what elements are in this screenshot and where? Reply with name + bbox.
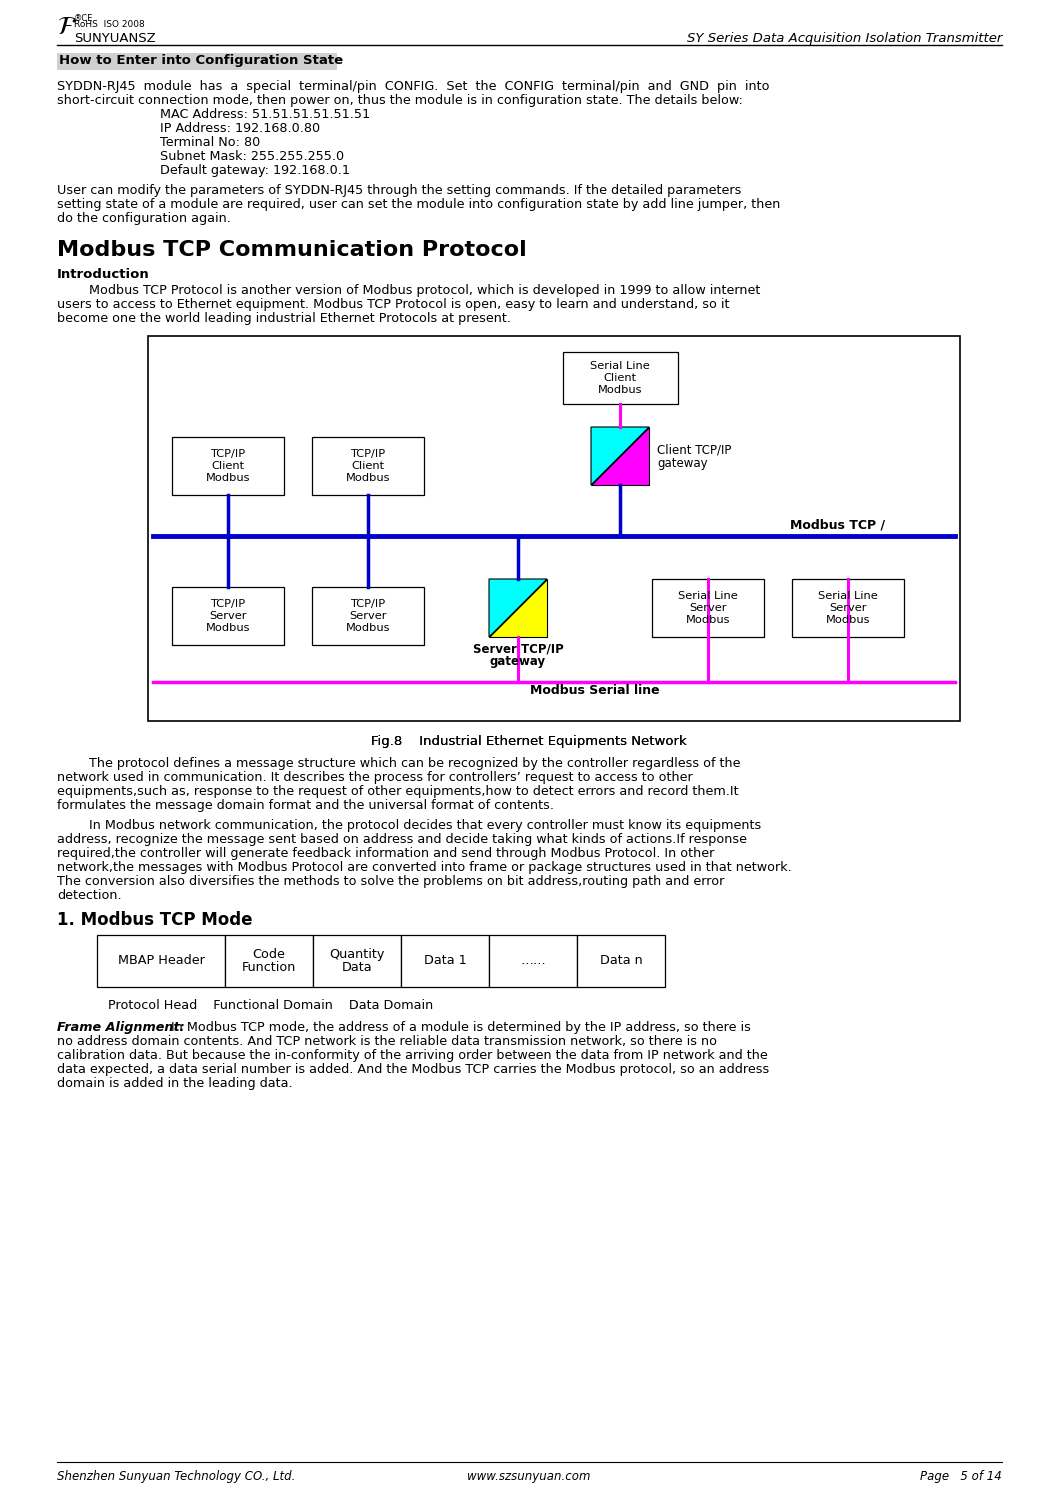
- Text: Client: Client: [212, 461, 245, 470]
- Text: The protocol defines a message structure which can be recognized by the controll: The protocol defines a message structure…: [57, 756, 740, 770]
- Text: MAC Address: 51.51.51.51.51.51: MAC Address: 51.51.51.51.51.51: [160, 108, 371, 121]
- Text: Introduction: Introduction: [57, 268, 149, 282]
- Text: formulates the message domain format and the universal format of contents.: formulates the message domain format and…: [57, 798, 554, 812]
- Text: SY Series Data Acquisition Isolation Transmitter: SY Series Data Acquisition Isolation Tra…: [686, 31, 1002, 45]
- Text: Server TCP/IP: Server TCP/IP: [472, 643, 563, 656]
- Text: In Modbus network communication, the protocol decides that every controller must: In Modbus network communication, the pro…: [57, 819, 761, 831]
- FancyBboxPatch shape: [148, 336, 961, 721]
- Text: Modbus: Modbus: [345, 473, 391, 482]
- Text: Modbus: Modbus: [686, 616, 731, 625]
- Text: Modbus: Modbus: [826, 616, 870, 625]
- Text: TCP/IP: TCP/IP: [211, 599, 246, 610]
- Text: How to Enter into Configuration State: How to Enter into Configuration State: [59, 54, 343, 67]
- Text: do the configuration again.: do the configuration again.: [57, 213, 231, 225]
- Text: address, recognize the message sent based on address and decide taking what kind: address, recognize the message sent base…: [57, 833, 747, 846]
- Text: Modbus Serial line: Modbus Serial line: [530, 685, 660, 697]
- FancyBboxPatch shape: [792, 580, 904, 637]
- Text: Page   5 of 14: Page 5 of 14: [920, 1470, 1002, 1483]
- Text: Modbus TCP Protocol is another version of Modbus protocol, which is developed in: Modbus TCP Protocol is another version o…: [57, 285, 760, 297]
- Text: Code: Code: [252, 948, 286, 962]
- Text: calibration data. But because the in-conformity of the arriving order between th: calibration data. But because the in-con…: [57, 1049, 768, 1062]
- Text: setting state of a module are required, user can set the module into configurati: setting state of a module are required, …: [57, 198, 780, 211]
- Text: MBAP Header: MBAP Header: [118, 954, 204, 968]
- Text: Modbus: Modbus: [597, 385, 642, 395]
- Polygon shape: [489, 580, 548, 637]
- Polygon shape: [591, 427, 649, 485]
- Text: Client TCP/IP: Client TCP/IP: [657, 443, 732, 457]
- FancyBboxPatch shape: [401, 935, 489, 987]
- Text: The conversion also diversifies the methods to solve the problems on bit address: The conversion also diversifies the meth…: [57, 875, 724, 888]
- Text: network used in communication. It describes the process for controllers’ request: network used in communication. It descri…: [57, 771, 693, 783]
- Text: Server: Server: [210, 611, 247, 622]
- Text: no address domain contents. And TCP network is the reliable data transmission ne: no address domain contents. And TCP netw…: [57, 1035, 717, 1049]
- Polygon shape: [591, 427, 649, 485]
- Text: users to access to Ethernet equipment. Modbus TCP Protocol is open, easy to lear: users to access to Ethernet equipment. M…: [57, 298, 730, 312]
- Text: SYDDN-RJ45  module  has  a  special  terminal/pin  CONFIG.  Set  the  CONFIG  te: SYDDN-RJ45 module has a special terminal…: [57, 79, 770, 93]
- Text: Client: Client: [352, 461, 384, 470]
- Text: IP Address: 192.168.0.80: IP Address: 192.168.0.80: [160, 121, 320, 135]
- Text: required,the controller will generate feedback information and send through Modb: required,the controller will generate fe…: [57, 846, 715, 860]
- Text: Server: Server: [829, 604, 866, 613]
- Text: Server: Server: [689, 604, 726, 613]
- Text: User can modify the parameters of SYDDN-RJ45 through the setting commands. If th: User can modify the parameters of SYDDN-…: [57, 184, 741, 198]
- Text: Modbus: Modbus: [205, 623, 250, 634]
- Text: Serial Line: Serial Line: [590, 361, 650, 372]
- Text: Quantity: Quantity: [329, 948, 384, 962]
- Text: Shenzhen Sunyuan Technology CO., Ltd.: Shenzhen Sunyuan Technology CO., Ltd.: [57, 1470, 295, 1483]
- Text: RoHS  ISO 2008: RoHS ISO 2008: [74, 19, 145, 28]
- Text: TCP/IP: TCP/IP: [351, 449, 385, 458]
- Text: Fig.8    Industrial Ethernet Equipments Network: Fig.8 Industrial Ethernet Equipments Net…: [371, 736, 687, 748]
- Text: www.szsunyuan.com: www.szsunyuan.com: [467, 1470, 591, 1483]
- FancyBboxPatch shape: [577, 935, 665, 987]
- Text: Serial Line: Serial Line: [678, 592, 738, 601]
- Text: Modbus: Modbus: [205, 473, 250, 482]
- FancyBboxPatch shape: [312, 587, 424, 646]
- FancyBboxPatch shape: [562, 352, 678, 404]
- FancyBboxPatch shape: [57, 52, 337, 70]
- Text: Subnet Mask: 255.255.255.0: Subnet Mask: 255.255.255.0: [160, 150, 344, 163]
- Text: detection.: detection.: [57, 888, 122, 902]
- Text: Frame Alignment:: Frame Alignment:: [57, 1022, 184, 1034]
- Text: Modbus TCP /: Modbus TCP /: [790, 518, 885, 532]
- FancyBboxPatch shape: [225, 935, 313, 987]
- Text: domain is added in the leading data.: domain is added in the leading data.: [57, 1077, 292, 1091]
- FancyBboxPatch shape: [172, 437, 284, 494]
- Text: network,the messages with Modbus Protocol are converted into frame or package st: network,the messages with Modbus Protoco…: [57, 861, 792, 873]
- Text: TCP/IP: TCP/IP: [351, 599, 385, 610]
- Text: gateway: gateway: [657, 457, 707, 470]
- Text: gateway: gateway: [490, 655, 546, 668]
- Text: short-circuit connection mode, then power on, thus the module is in configuratio: short-circuit connection mode, then powe…: [57, 94, 742, 106]
- Text: SUNYUANSZ: SUNYUANSZ: [74, 31, 156, 45]
- Text: equipments,such as, response to the request of other equipments,how to detect er: equipments,such as, response to the requ…: [57, 785, 738, 798]
- Text: Terminal No: 80: Terminal No: 80: [160, 136, 261, 148]
- Text: 1. Modbus TCP Mode: 1. Modbus TCP Mode: [57, 911, 252, 929]
- Polygon shape: [489, 580, 548, 637]
- FancyBboxPatch shape: [172, 587, 284, 646]
- FancyBboxPatch shape: [313, 935, 401, 987]
- Text: become one the world leading industrial Ethernet Protocols at present.: become one the world leading industrial …: [57, 312, 511, 325]
- FancyBboxPatch shape: [489, 935, 577, 987]
- Text: Server: Server: [349, 611, 387, 622]
- Text: Modbus: Modbus: [345, 623, 391, 634]
- Text: Data 1: Data 1: [424, 954, 466, 968]
- Text: Serial Line: Serial Line: [819, 592, 878, 601]
- FancyBboxPatch shape: [97, 935, 225, 987]
- Text: Data n: Data n: [599, 954, 643, 968]
- Text: Fig.8    Industrial Ethernet Equipments Network: Fig.8 Industrial Ethernet Equipments Net…: [371, 736, 687, 748]
- FancyBboxPatch shape: [312, 437, 424, 494]
- Text: Protocol Head    Functional Domain    Data Domain: Protocol Head Functional Domain Data Dom…: [108, 999, 433, 1013]
- Text: ……: ……: [520, 954, 545, 968]
- Text: ®CE: ®CE: [74, 13, 93, 22]
- Text: Modbus TCP Communication Protocol: Modbus TCP Communication Protocol: [57, 240, 526, 261]
- Text: In Modbus TCP mode, the address of a module is determined by the IP address, so : In Modbus TCP mode, the address of a mod…: [167, 1022, 751, 1034]
- Text: Client: Client: [604, 373, 636, 383]
- FancyBboxPatch shape: [652, 580, 764, 637]
- Text: Data: Data: [342, 962, 373, 974]
- Text: data expected, a data serial number is added. And the Modbus TCP carries the Mod: data expected, a data serial number is a…: [57, 1064, 769, 1076]
- Text: TCP/IP: TCP/IP: [211, 449, 246, 458]
- Text: Function: Function: [241, 962, 297, 974]
- Text: $\mathcal{F}$: $\mathcal{F}$: [57, 15, 76, 39]
- Text: Default gateway: 192.168.0.1: Default gateway: 192.168.0.1: [160, 163, 351, 177]
